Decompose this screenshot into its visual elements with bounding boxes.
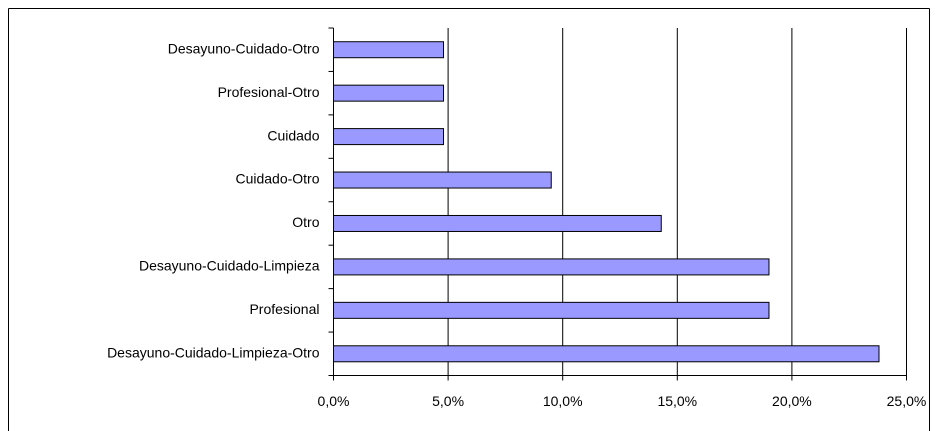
- y-tick-label: Profesional: [249, 301, 319, 317]
- x-tick-label: 20,0%: [772, 393, 812, 409]
- x-tick-label: 15,0%: [657, 393, 697, 409]
- bar: [333, 214, 662, 232]
- y-tick-label: Desayuno-Cuidado-Limpieza: [139, 258, 320, 274]
- x-tick-label: 25,0%: [887, 393, 927, 409]
- y-tick-label: Profesional-Otro: [218, 84, 320, 100]
- y-tick-label: Desayuno-Cuidado-Limpieza-Otro: [107, 344, 320, 360]
- x-tick-label: 10,0%: [543, 393, 583, 409]
- bar: [333, 345, 880, 363]
- bar: [333, 171, 552, 189]
- bar: [333, 41, 445, 59]
- y-tick-label: Cuidado: [267, 127, 319, 143]
- y-tick-label: Cuidado-Otro: [235, 171, 319, 187]
- y-tick-label: Desayuno-Cuidado-Otro: [168, 40, 320, 56]
- bar: [333, 128, 445, 146]
- bar: [333, 84, 445, 102]
- y-tick-label: Otro: [292, 214, 319, 230]
- x-tick-label: 5,0%: [432, 393, 464, 409]
- x-tick-label: 0,0%: [318, 393, 350, 409]
- bar: [333, 301, 770, 319]
- bar: [333, 258, 770, 276]
